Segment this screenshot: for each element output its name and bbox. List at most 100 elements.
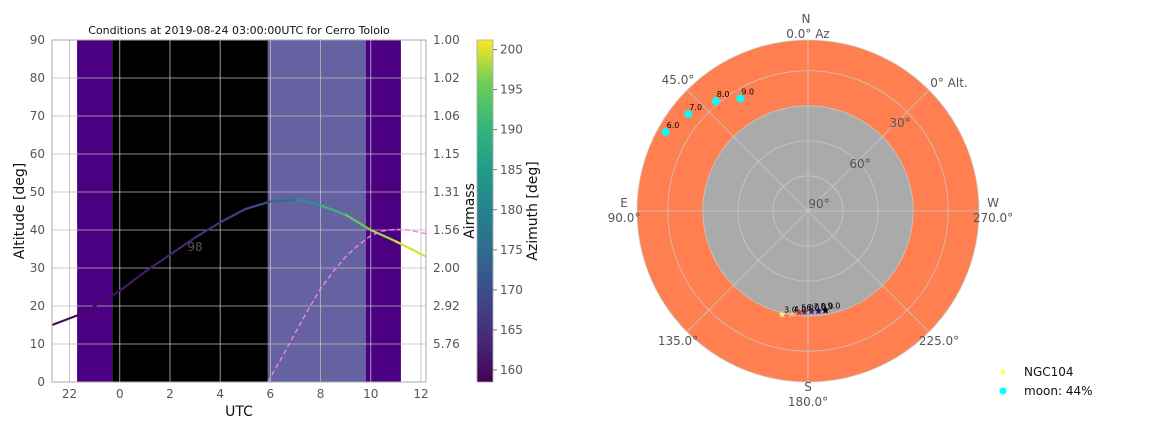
x-tick-label: 4 xyxy=(216,387,224,401)
x-tick-label: 12 xyxy=(413,387,428,401)
target-time-label: 4.0 xyxy=(794,305,807,314)
target-point-2 xyxy=(795,308,803,316)
polar-spoke-225 xyxy=(807,210,930,333)
y-axis-label: Altitude [deg] xyxy=(12,163,28,259)
colorbar-tick-label: 180 xyxy=(500,203,523,217)
moon-point-0 xyxy=(661,128,670,137)
y-tick-label: 0 xyxy=(37,375,45,389)
colorbar-tick-label: 160 xyxy=(500,363,523,377)
y-tick-label: 30 xyxy=(30,261,45,275)
moon-time-label: 9.0 xyxy=(741,87,754,96)
colorbar-label: Azimuth [deg] xyxy=(525,161,541,260)
legend-label-moon: moon: 44% xyxy=(1024,384,1093,398)
shade-band-2 xyxy=(267,40,366,382)
radial-label-90: 90° xyxy=(808,197,829,211)
moon-track: 6.0 7.0 8.0 9.0 xyxy=(661,87,754,137)
moon-point-1 xyxy=(684,110,693,119)
x-tick-label: 10 xyxy=(363,387,378,401)
legend: NGC104 moon: 44% xyxy=(999,365,1093,398)
airmass-tick-label: 1.02 xyxy=(433,71,460,85)
y-tick-label: 60 xyxy=(30,147,45,161)
y-tick-labels: 0 10 20 30 40 50 60 70 80 90 xyxy=(30,33,45,389)
target-time-label: 9.0 xyxy=(828,302,841,311)
y-tick-label: 70 xyxy=(30,109,45,123)
cardinal-south-az: 180.0° xyxy=(788,395,828,409)
colorbar-tick-labels: 160 165 170 175 180 185 190 195 200 xyxy=(493,43,523,377)
y-tick-label: 50 xyxy=(30,185,45,199)
polar-sky-plot: N 0.0° Az E 90.0° S 180.0° W 270.0° 45.0… xyxy=(608,12,1093,409)
target-time-label: 5.0 xyxy=(801,304,814,313)
radial-label-60: 60° xyxy=(849,157,870,171)
cardinal-south: S xyxy=(804,380,812,394)
y-tick-label: 80 xyxy=(30,71,45,85)
altitude-segment-7 xyxy=(244,200,272,211)
airmass-tick-label: 2.00 xyxy=(433,261,460,275)
shade-band-1 xyxy=(112,40,268,382)
cardinal-north-az: 0.0° Az xyxy=(786,27,829,41)
x-tick-label: 8 xyxy=(317,387,325,401)
altitude-segment-12 xyxy=(369,228,397,243)
polar-spoke-135 xyxy=(686,210,809,333)
airmass-tick-label: 1.15 xyxy=(433,147,460,161)
shade-band-3 xyxy=(365,40,401,382)
altitude-plot: Conditions at 2019-08-24 03:00:00UTC for… xyxy=(12,24,478,420)
y-tick-label: 20 xyxy=(30,299,45,313)
target-time-label: 7.0 xyxy=(814,302,827,311)
annotation-label: 98 xyxy=(187,240,202,254)
angle-label-135: 135.0° xyxy=(658,334,698,348)
altitude-segment-3 xyxy=(143,253,172,273)
x-tick-label: 2 xyxy=(166,387,174,401)
altitude-segment-2 xyxy=(118,270,146,292)
x-tick-label: 22 xyxy=(62,387,77,401)
curves xyxy=(52,198,426,382)
moon-altitude-dashed-line xyxy=(267,228,426,382)
polar-spoke-45 xyxy=(686,89,809,212)
altitude-segment-8 xyxy=(269,198,297,203)
legend-label-target: NGC104 xyxy=(1024,365,1074,379)
altitude-segment-4 xyxy=(168,236,197,256)
moon-point-2 xyxy=(711,97,720,106)
radial-label-0: 0° Alt. xyxy=(930,76,968,90)
cardinal-east: E xyxy=(620,196,628,210)
altitude-segment-6 xyxy=(219,208,247,224)
target-point-1 xyxy=(787,309,796,318)
colorbar-tick-label: 170 xyxy=(500,283,523,297)
colorbar-tick-label: 195 xyxy=(500,83,523,97)
airmass-tick-label: 1.31 xyxy=(433,185,460,199)
target-time-label: 3.0 xyxy=(784,306,797,315)
x-tick-label: 0 xyxy=(116,387,124,401)
target-point-3 xyxy=(800,307,809,316)
altitude-segment-5 xyxy=(193,221,222,239)
moon-time-label: 7.0 xyxy=(689,103,702,112)
cardinal-west-az: 270.0° xyxy=(973,211,1013,225)
altitude-segment-0 xyxy=(52,312,84,327)
target-time-label: 8.0 xyxy=(821,302,834,311)
target-point-5 xyxy=(814,307,823,315)
cardinal-north: N xyxy=(802,12,811,26)
cardinal-west: W xyxy=(987,196,999,210)
colorbar-tick-label: 185 xyxy=(500,163,523,177)
moon-time-label: 6.0 xyxy=(667,121,680,130)
altitude-segment-10 xyxy=(319,204,347,216)
x-tick-labels: 22 0 2 4 6 8 10 12 xyxy=(62,387,429,401)
moon-time-label: 8.0 xyxy=(717,90,730,99)
polar-grid xyxy=(636,39,980,383)
y-tick-label: 90 xyxy=(30,33,45,47)
moon-point-3 xyxy=(736,94,745,103)
colorbar-tick-label: 165 xyxy=(500,323,523,337)
airmass-tick-labels: 1.00 1.02 1.06 1.15 1.31 1.56 2.00 2.92 5.76 xyxy=(433,33,460,351)
airmass-tick-label: 5.76 xyxy=(433,337,460,351)
polar-spoke-315 xyxy=(807,89,930,212)
y-tick-label: 10 xyxy=(30,337,45,351)
legend-marker-target xyxy=(999,368,1007,376)
shade-band-0 xyxy=(77,40,113,382)
airmass-tick-label: 1.00 xyxy=(433,33,460,47)
angle-label-45: 45.0° xyxy=(662,73,695,87)
airmass-tick-label: 1.56 xyxy=(433,223,460,237)
colorbar-gradient xyxy=(476,39,494,383)
x-tick-label: 6 xyxy=(267,387,275,401)
altitude-segment-1 xyxy=(81,289,121,315)
altitude-segment-9 xyxy=(294,198,322,207)
target-track: 3.04.05.06.07.08.09.0 xyxy=(778,302,840,318)
